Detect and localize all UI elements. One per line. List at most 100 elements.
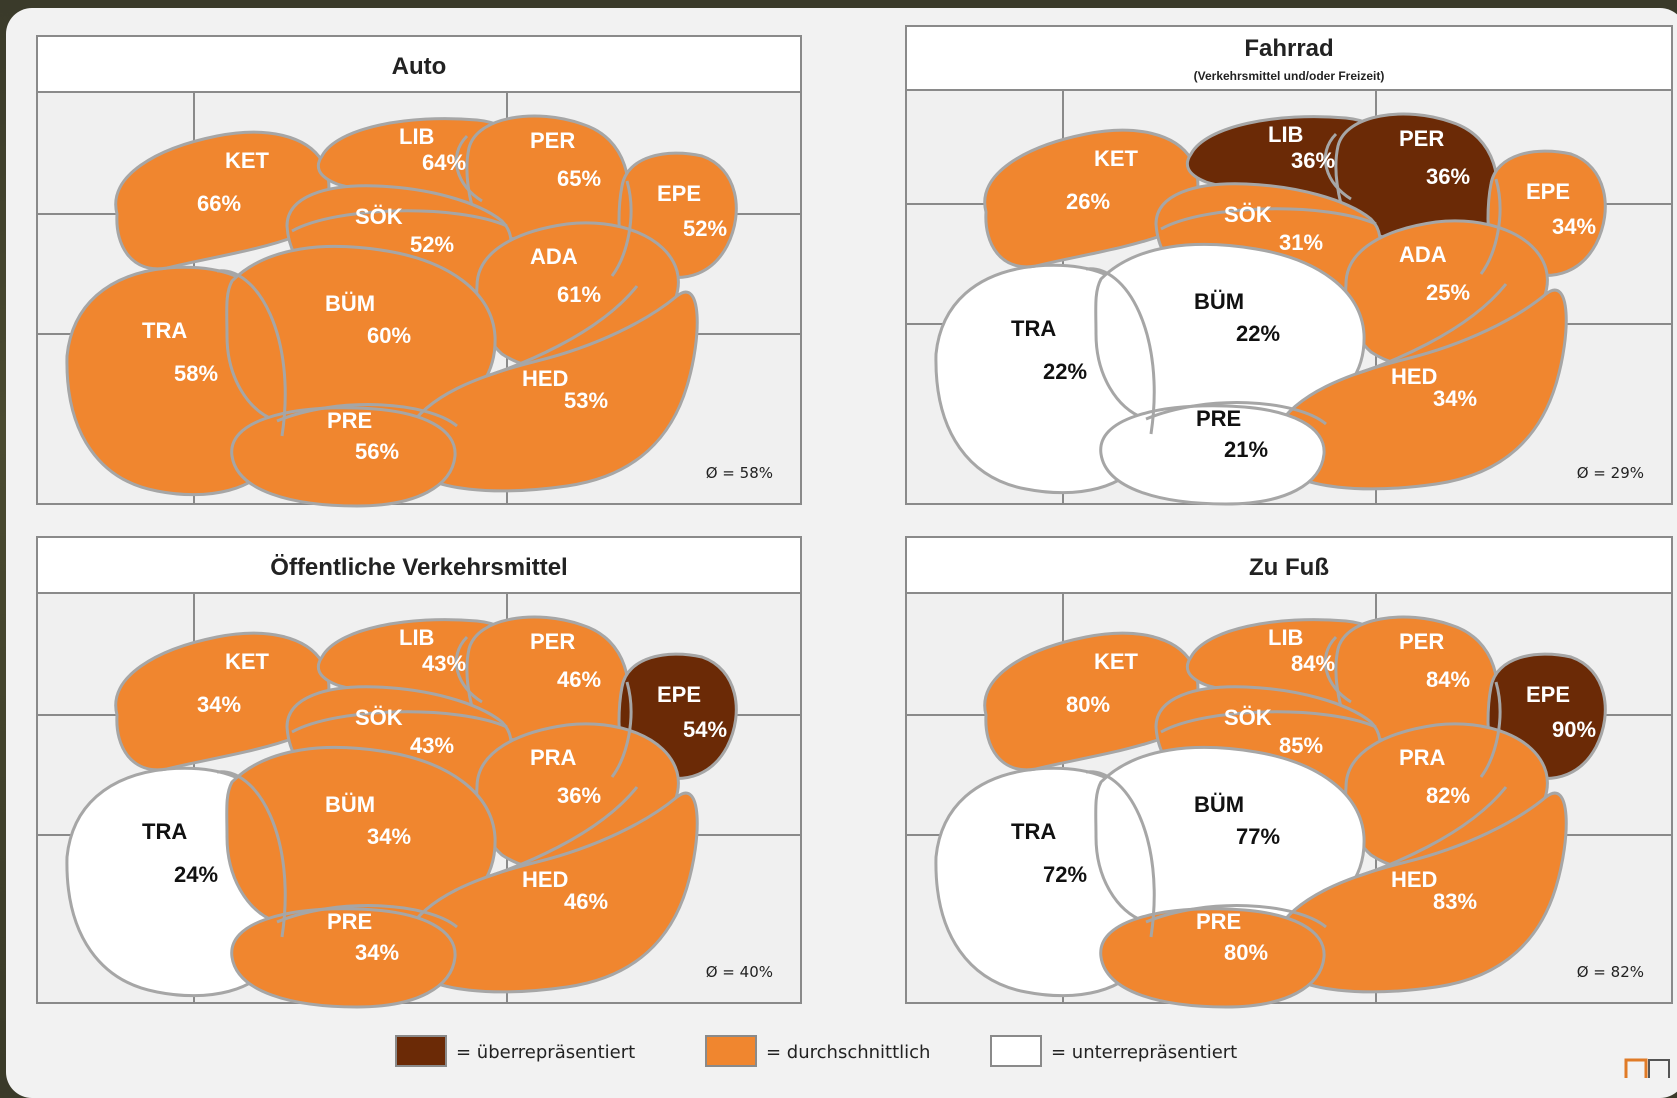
panel-average: Ø = 40% (706, 963, 773, 981)
cluster-lib-name: LIB (399, 124, 434, 149)
cluster-pre-name: PRE (327, 408, 372, 433)
cluster-tra-name: TRA (1011, 316, 1056, 341)
cluster-hed-value: 83% (1433, 889, 1477, 914)
cluster-ket-name: KET (225, 148, 270, 173)
cluster-overlap-outline (1085, 267, 1156, 435)
cluster-pre-value: 21% (1224, 437, 1268, 462)
cluster-sok-name: SÖK (1224, 705, 1272, 730)
cluster-lib-value: 64% (422, 150, 466, 175)
cluster-overlap-outline (276, 904, 458, 929)
cluster-ket-name: KET (225, 649, 270, 674)
cluster-overlap-outline (1160, 710, 1377, 734)
cluster-sok-value: 31% (1279, 230, 1323, 255)
panel-title: Zu Fuß (1249, 554, 1329, 581)
cluster-bum-name: BÜM (325, 291, 375, 316)
cluster-overlap-outline (610, 681, 633, 778)
cluster-lib-name: LIB (1268, 625, 1303, 650)
cluster-ada-name: PRA (530, 745, 577, 770)
cluster-sok-name: SÖK (355, 705, 403, 730)
cluster-tra-value: 72% (1043, 862, 1087, 887)
cluster-bum-name: BÜM (325, 792, 375, 817)
panel-title-bar (36, 35, 802, 93)
cluster-bum-value: 34% (367, 824, 411, 849)
cluster-epe-value: 54% (683, 717, 727, 742)
cluster-sok-value: 85% (1279, 733, 1323, 758)
cluster-pre-shape (230, 406, 457, 508)
cluster-pre-value: 80% (1224, 940, 1268, 965)
cluster-ket-name: KET (1094, 146, 1139, 171)
cluster-overlap-outline (276, 403, 458, 428)
cluster-epe-value: 52% (683, 216, 727, 241)
cluster-per-value: 46% (557, 667, 601, 692)
cluster-epe-name: EPE (1526, 179, 1570, 204)
cluster-ada-value: 82% (1426, 783, 1470, 808)
panel-average: Ø = 29% (1577, 464, 1644, 482)
panel-title: Öffentliche Verkehrsmittel (270, 554, 567, 581)
cluster-ada-name: ADA (1399, 242, 1447, 267)
cluster-sok-value: 43% (410, 733, 454, 758)
cluster-ada-value: 36% (557, 783, 601, 808)
panel-subtitle: (Verkehrsmittel und/oder Freizeit) (1194, 69, 1385, 83)
cluster-per-name: PER (1399, 126, 1444, 151)
cluster-per-value: 65% (557, 166, 601, 191)
cluster-ada-value: 61% (557, 282, 601, 307)
cluster-overlap-outline (610, 180, 633, 277)
cluster-overlap-outline (1323, 635, 1352, 704)
cluster-overlap-outline (486, 786, 639, 879)
cluster-tra-name: TRA (142, 318, 187, 343)
cluster-ada-name: ADA (530, 244, 578, 269)
cluster-overlap-outline (1145, 904, 1327, 929)
cluster-per-name: PER (1399, 629, 1444, 654)
panel-title: Auto (392, 53, 447, 80)
cluster-ket-name: KET (1094, 649, 1139, 674)
cluster-hed-name: HED (1391, 364, 1437, 389)
cluster-diagram-stage: AutoTRA58%KET66%LIB64%PER65%EPE52%SÖK52%… (36, 25, 1673, 1078)
cluster-tra-value: 24% (174, 862, 218, 887)
panel-title: Fahrrad (1244, 35, 1333, 62)
cluster-bum-value: 60% (367, 323, 411, 348)
cluster-lib-value: 36% (1291, 148, 1335, 173)
cluster-tra-name: TRA (142, 819, 187, 844)
cluster-overlap-outline (291, 710, 508, 734)
cluster-sok-name: SÖK (1224, 202, 1272, 227)
cluster-lib-name: LIB (1268, 122, 1303, 147)
cluster-pre-name: PRE (327, 909, 372, 934)
legend-label-unter: = unterrepräsentiert (1051, 1042, 1237, 1063)
cluster-ada-value: 25% (1426, 280, 1470, 305)
panel-1: Fahrrad (Verkehrsmittel und/oder Freizeit… (905, 25, 1673, 506)
cluster-hed-value: 46% (564, 889, 608, 914)
cluster-tra-value: 22% (1043, 359, 1087, 384)
cluster-pre-value: 34% (355, 940, 399, 965)
cluster-pre-shape (1099, 404, 1326, 506)
legend-swatch-unter (990, 1035, 1042, 1067)
cluster-epe-name: EPE (657, 181, 701, 206)
cluster-overlap-outline (1355, 283, 1508, 376)
cluster-bum-value: 77% (1236, 824, 1280, 849)
cluster-overlap-outline (1145, 401, 1327, 426)
cluster-bum-value: 22% (1236, 321, 1280, 346)
panel-title-bar (905, 536, 1673, 594)
cluster-overlap-outline (1085, 770, 1156, 938)
cluster-overlap-outline (1355, 786, 1508, 879)
cluster-overlap-outline (1160, 207, 1377, 231)
corner-logo-icon (1624, 1058, 1670, 1078)
cluster-hed-name: HED (522, 867, 568, 892)
cluster-epe-value: 34% (1552, 214, 1596, 239)
cluster-ket-value: 26% (1066, 189, 1110, 214)
cluster-epe-name: EPE (657, 682, 701, 707)
cluster-per-name: PER (530, 128, 575, 153)
cluster-overlap-outline (1479, 178, 1502, 275)
cluster-sok-name: SÖK (355, 204, 403, 229)
cluster-epe-name: EPE (1526, 682, 1570, 707)
cluster-epe-value: 90% (1552, 717, 1596, 742)
cluster-lib-value: 43% (422, 651, 466, 676)
cluster-overlap-outline (291, 209, 508, 233)
panel-title-bar (36, 536, 802, 594)
panel-3: Zu FußTRA72%KET80%LIB84%PER84%EPE90%SÖK8… (905, 536, 1673, 1009)
panel-2: Öffentliche Verkehrsmittel TRA 24% KET 34% LI… (36, 536, 802, 1009)
cluster-tra-name: TRA (1011, 819, 1056, 844)
panel-average: Ø = 82% (1577, 963, 1644, 981)
